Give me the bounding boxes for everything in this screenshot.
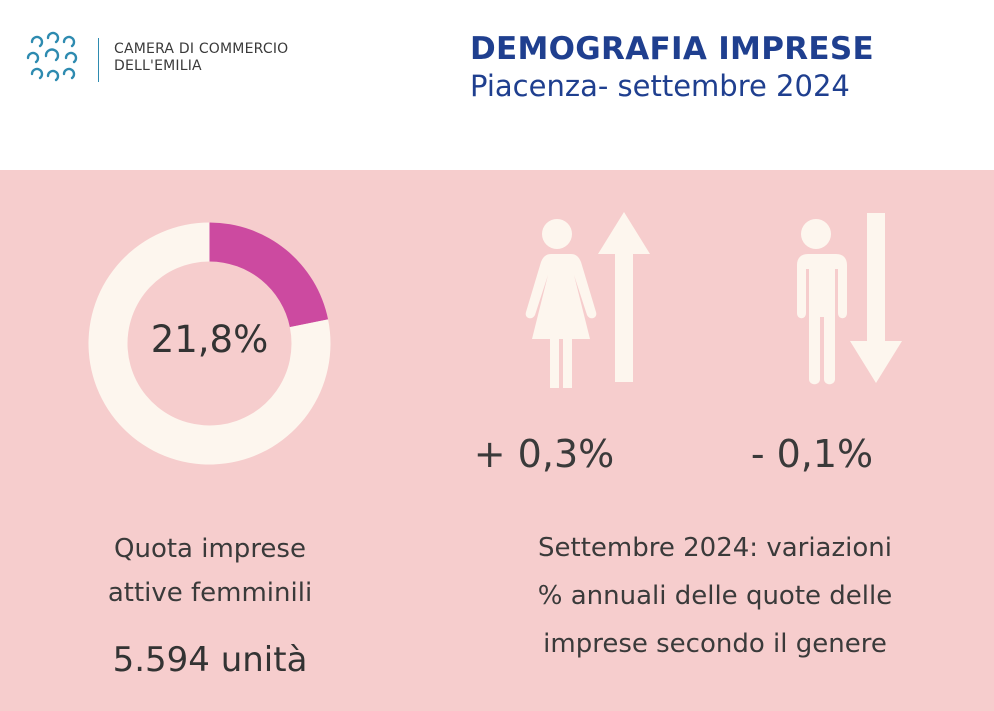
logo-divider bbox=[98, 38, 99, 82]
arrow-down-icon bbox=[850, 213, 902, 383]
share-caption-line-1: Quota imprese bbox=[114, 534, 306, 564]
donut-percentage-label: 21,8% bbox=[150, 318, 269, 361]
change-caption-line-1: Settembre 2024: variazioni bbox=[538, 533, 892, 563]
donut-slice-0 bbox=[209, 222, 329, 328]
share-caption: Quota imprese attive femminili bbox=[60, 527, 360, 615]
woman-icon bbox=[525, 219, 597, 388]
chamber-logo-icon bbox=[26, 31, 78, 82]
logo-text: CAMERA DI COMMERCIO DELL'EMILIA bbox=[114, 41, 288, 75]
units-count: 5.594 unità bbox=[112, 640, 308, 680]
logo-line-1: CAMERA DI COMMERCIO bbox=[114, 41, 289, 57]
logo-line-2: DELL'EMILIA bbox=[114, 58, 202, 74]
donut-slice-1 bbox=[88, 222, 331, 465]
change-caption-line-2: % annuali delle quote delle bbox=[537, 581, 893, 611]
share-donut-chart bbox=[88, 222, 331, 465]
change-caption: Settembre 2024: variazioni % annuali del… bbox=[480, 524, 950, 668]
man-icon bbox=[796, 219, 847, 385]
arrow-up-icon bbox=[598, 212, 650, 382]
page-title: DEMOGRAFIA IMPRESE bbox=[470, 31, 874, 67]
header: CAMERA DI COMMERCIO DELL'EMILIA DEMOGRAF… bbox=[0, 0, 994, 170]
share-caption-line-2: attive femminili bbox=[107, 578, 313, 608]
male-change-value: - 0,1% bbox=[750, 432, 874, 476]
page-subtitle: Piacenza- settembre 2024 bbox=[470, 69, 850, 103]
female-change-value: + 0,3% bbox=[473, 432, 615, 476]
change-caption-line-3: imprese secondo il genere bbox=[543, 629, 887, 659]
title-block: DEMOGRAFIA IMPRESE Piacenza- settembre 2… bbox=[470, 30, 910, 104]
